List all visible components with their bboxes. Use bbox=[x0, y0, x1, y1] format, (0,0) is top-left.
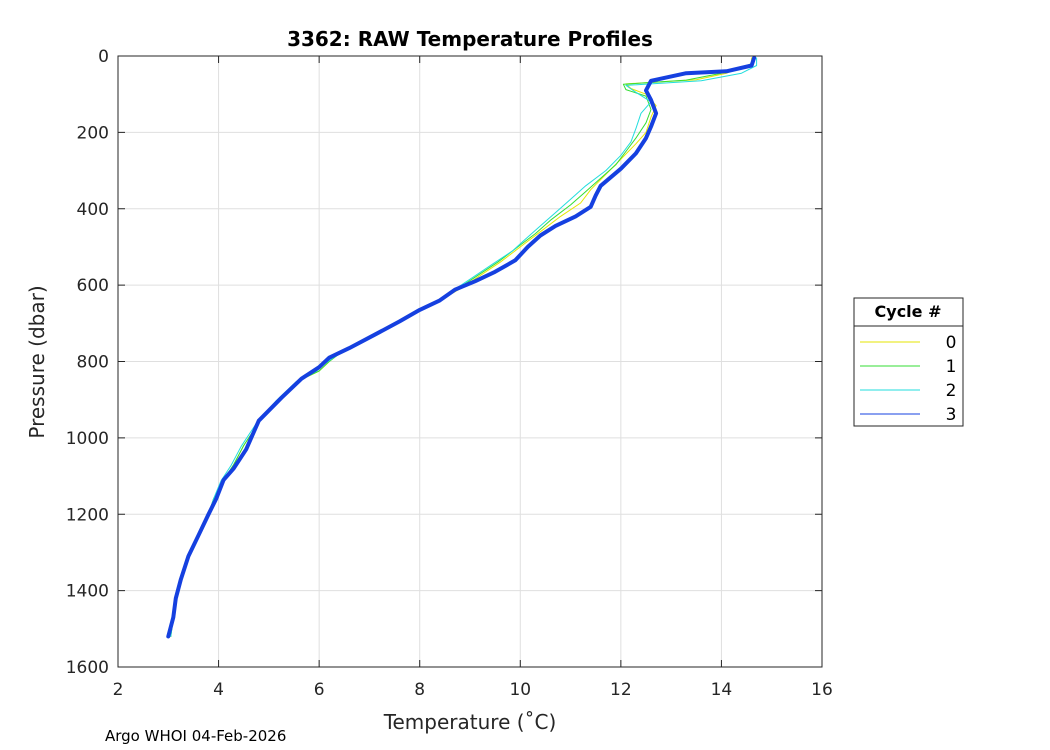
y-tick-label: 200 bbox=[77, 123, 109, 143]
footer-credit: Argo WHOI 04-Feb-2026 bbox=[105, 727, 286, 745]
series-lines bbox=[166, 55, 758, 639]
y-tick-label: 1600 bbox=[66, 658, 109, 678]
legend: Cycle # 0 1 2 3 bbox=[853, 297, 964, 427]
y-tick-label: 600 bbox=[77, 276, 109, 296]
x-tick-label: 16 bbox=[811, 680, 833, 700]
x-tick-label: 10 bbox=[509, 680, 531, 700]
x-tick-label: 12 bbox=[610, 680, 632, 700]
x-tick-label: 14 bbox=[711, 680, 733, 700]
legend-label-cycle-3: 3 bbox=[946, 405, 957, 425]
y-tick-label: 400 bbox=[77, 200, 109, 220]
axis-ticks: 2 4 6 8 10 12 14 16 0 200 400 600 800 1000 1200 1400 160… bbox=[66, 47, 833, 700]
y-axis-label: Pressure (dbar) bbox=[25, 285, 49, 438]
x-axis-label: Temperature (˚C) bbox=[383, 710, 557, 734]
y-tick-label: 800 bbox=[77, 353, 109, 373]
series-line-cycle-3 bbox=[166, 55, 757, 639]
y-tick-label: 1000 bbox=[66, 429, 109, 449]
x-tick-label: 6 bbox=[314, 680, 325, 700]
chart-title: 3362: RAW Temperature Profiles bbox=[287, 27, 653, 51]
y-tick-label: 0 bbox=[98, 47, 109, 67]
y-tick-label: 1200 bbox=[66, 505, 109, 525]
legend-label-cycle-1: 1 bbox=[946, 357, 957, 377]
legend-title: Cycle # bbox=[875, 302, 942, 321]
legend-label-cycle-0: 0 bbox=[946, 333, 957, 353]
x-tick-label: 2 bbox=[113, 680, 124, 700]
y-tick-label: 1400 bbox=[66, 582, 109, 602]
legend-box bbox=[853, 297, 964, 427]
x-tick-label: 4 bbox=[213, 680, 224, 700]
legend-label-cycle-2: 2 bbox=[946, 381, 957, 401]
x-tick-label: 8 bbox=[414, 680, 425, 700]
